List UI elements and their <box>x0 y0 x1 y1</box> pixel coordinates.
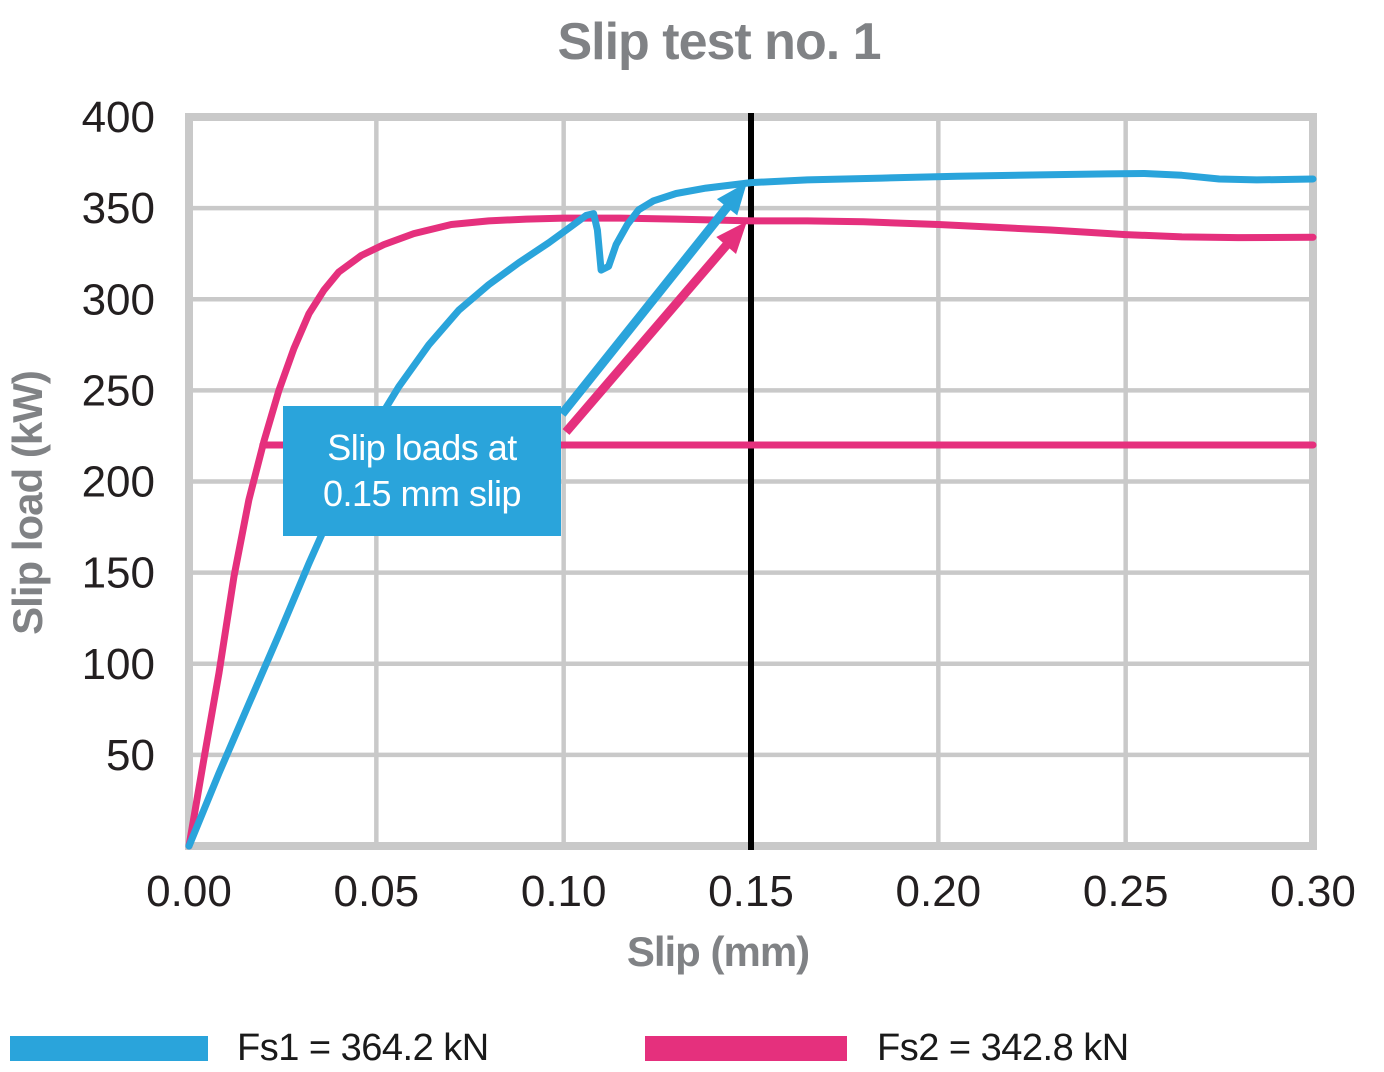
x-tick-label: 0.05 <box>334 867 420 916</box>
y-tick-label: 200 <box>82 458 155 507</box>
x-tick-label: 0.20 <box>896 867 982 916</box>
annotation-callout: Slip loads at 0.15 mm slip <box>283 406 561 536</box>
x-tick-label: 0.25 <box>1083 867 1169 916</box>
y-axis-title: Slip load (kW) <box>4 371 51 635</box>
y-tick-label: 300 <box>82 275 155 324</box>
y-tick-label: 350 <box>82 184 155 233</box>
legend-label-fs2: Fs2 = 342.8 kN <box>877 1027 1129 1069</box>
legend: Fs1 = 364.2 kN Fs2 = 342.8 kN <box>0 1020 1384 1072</box>
legend-label-fs1: Fs1 = 364.2 kN <box>237 1027 489 1069</box>
x-axis-title: Slip (mm) <box>626 928 810 975</box>
y-tick-label: 250 <box>82 366 155 415</box>
annotation-arrow-head <box>716 182 747 216</box>
chart-title: Slip test no. 1 <box>557 13 881 71</box>
annotation-arrow-head <box>716 221 747 254</box>
annotation-line-2: 0.15 mm slip <box>322 473 522 514</box>
y-tick-label: 150 <box>82 549 155 598</box>
annotation-line-1: Slip loads at <box>327 427 517 468</box>
annotation-arrow-shaft <box>562 233 738 435</box>
legend-swatch-fs1 <box>10 1036 208 1061</box>
x-tick-label: 0.15 <box>708 867 794 916</box>
y-tick-label: 50 <box>106 731 155 780</box>
x-tick-label: 0.00 <box>146 867 232 916</box>
legend-swatch-fs2 <box>645 1036 847 1061</box>
annotation-arrow-shaft <box>558 195 739 417</box>
y-tick-label: 100 <box>82 640 155 689</box>
x-tick-label: 0.30 <box>1270 867 1356 916</box>
series-line-fs2 <box>185 214 1317 850</box>
x-tick-label: 0.10 <box>521 867 607 916</box>
y-tick-label: 400 <box>82 93 155 142</box>
